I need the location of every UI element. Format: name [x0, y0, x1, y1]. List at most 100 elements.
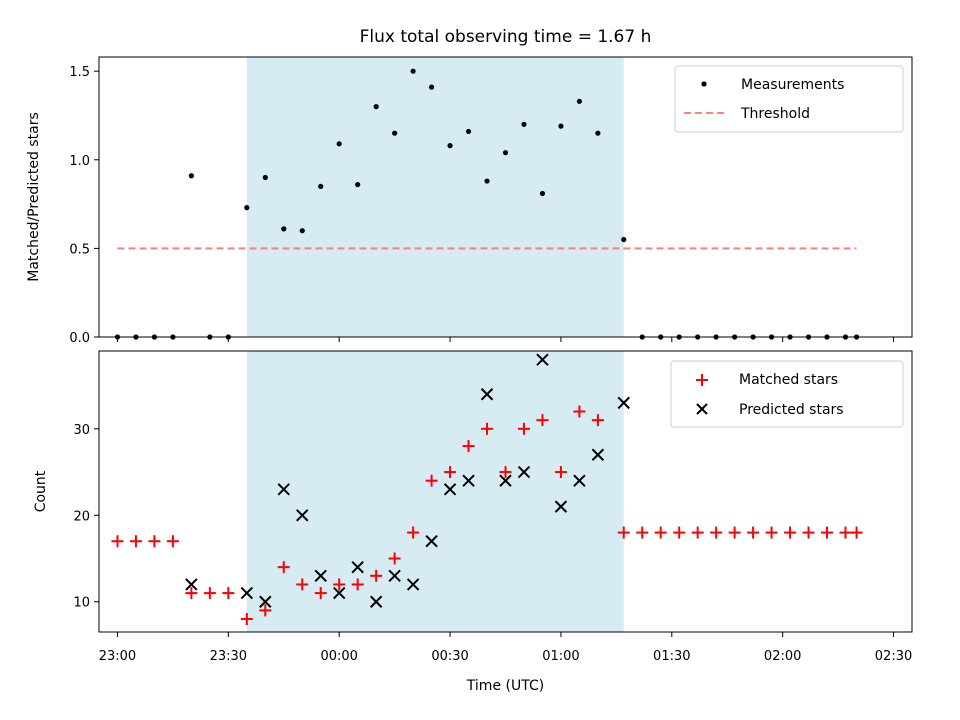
top-legend: Measurements Threshold [674, 65, 904, 133]
legend-threshold-label: Threshold [740, 106, 810, 122]
matched-star-point [166, 535, 179, 548]
measurement-point [373, 104, 379, 110]
matched-star-point [481, 422, 494, 435]
y-tick-label: 1.5 [69, 65, 90, 80]
matched-star-point [802, 526, 815, 539]
matched-star-point [333, 578, 346, 591]
predicted-star-point [536, 353, 549, 366]
matched-star-point [388, 552, 401, 565]
matched-star-point [765, 526, 778, 539]
measurement-point [244, 205, 250, 211]
matched-star-point [222, 587, 235, 600]
legend-matched-label: Matched stars [739, 372, 838, 388]
bottom-y-axis-label: Count [33, 470, 49, 512]
measurement-point [188, 173, 194, 179]
bottom-legend: Matched stars Predicted stars [670, 360, 904, 428]
matched-star-point [710, 526, 723, 539]
predicted-star-point [185, 578, 198, 591]
legend-predicted-marker [696, 403, 708, 415]
predicted-star-point [591, 448, 605, 461]
chart-title: Flux total observing time = 1.67 h [360, 27, 652, 47]
matched-star-point [499, 466, 512, 479]
measurement-point [465, 128, 472, 135]
predicted-star-point [573, 474, 586, 487]
matched-star-point [370, 569, 383, 582]
predicted-star-point [351, 560, 364, 574]
x-tick-label: 02:00 [764, 649, 801, 664]
matched-star-point [728, 526, 741, 539]
matched-star-point [821, 526, 834, 539]
y-tick-label: 1.0 [69, 154, 90, 169]
matched-star-point [747, 526, 760, 539]
y-tick-label: 0.0 [69, 331, 90, 346]
predicted-star-point [388, 569, 401, 583]
matched-star-point [203, 587, 216, 600]
matched-star-point [573, 405, 586, 418]
predicted-star-point [406, 578, 420, 591]
measurement-point [558, 123, 564, 129]
bottom-axes-frame [98, 350, 913, 633]
measurement-point [262, 174, 268, 181]
predicted-star-point [277, 483, 290, 496]
predicted-star-point [443, 483, 457, 496]
bottom-legend-box [670, 360, 904, 428]
predicted-star-point [240, 586, 254, 600]
ratio-panel: 0.0 0.5 1.0 1.5 Flux total observing time =… [26, 27, 913, 346]
measurement-point [318, 183, 324, 189]
y-tick-label: 20 [73, 509, 90, 524]
x-tick-label: 01:30 [653, 649, 690, 664]
measurement-point [299, 228, 305, 234]
measurement-point [595, 130, 601, 136]
measurement-point [410, 68, 416, 74]
y-tick-label: 0.5 [69, 242, 90, 257]
legend-matched-marker [696, 374, 708, 386]
matched-star-point [444, 466, 457, 479]
top-legend-box [674, 65, 904, 133]
matched-star-point [407, 526, 420, 539]
predicted-star-point [332, 586, 346, 600]
observing-window-shade [246, 57, 624, 337]
legend-measurements-label: Measurements [741, 77, 844, 93]
predicted-star-point [554, 500, 568, 513]
matched-star-point [517, 422, 530, 435]
matched-star-point [259, 604, 272, 617]
matched-star-point [591, 414, 604, 427]
count-points [111, 353, 863, 626]
matched-star-point [536, 414, 549, 427]
measurement-point [539, 190, 546, 197]
matched-star-point [636, 526, 649, 539]
matched-star-point [673, 526, 686, 539]
y-tick-label: 10 [73, 596, 90, 611]
matched-star-point [185, 587, 198, 600]
bottom-axis-ticks: 10 20 30 23:00 23:30 00:00 00:30 01:00 01:30 02:0… [73, 423, 912, 664]
y-tick-label: 30 [73, 423, 90, 438]
matched-star-point [240, 613, 253, 626]
x-tick-label: 23:30 [210, 649, 247, 664]
matched-star-point [296, 578, 309, 591]
predicted-star-point [617, 396, 630, 410]
measurement-point [428, 84, 435, 90]
predicted-star-point [462, 474, 475, 487]
predicted-star-point [296, 509, 309, 522]
matched-star-point [314, 587, 327, 600]
matched-star-point [839, 526, 852, 539]
measurement-point [447, 143, 453, 149]
predicted-star-point [369, 595, 383, 608]
x-tick-label: 01:00 [542, 649, 579, 664]
matched-star-point [111, 535, 124, 548]
matched-star-point [351, 578, 364, 591]
predicted-star-point [314, 569, 327, 583]
x-tick-label: 00:30 [431, 649, 468, 664]
predicted-star-point [425, 535, 438, 548]
x-axis-label: Time (UTC) [466, 678, 544, 694]
predicted-star-point [259, 595, 272, 608]
count-panel: 10 20 30 23:00 23:30 00:00 00:30 01:00 01:30 02:0… [33, 350, 913, 694]
measurement-point [576, 98, 583, 104]
measurement-point [392, 130, 398, 136]
measurement-point [484, 178, 490, 184]
matched-star-point [129, 535, 142, 548]
measurement-point [521, 121, 527, 127]
matched-star-point [850, 526, 863, 539]
measurement-point [502, 150, 509, 156]
